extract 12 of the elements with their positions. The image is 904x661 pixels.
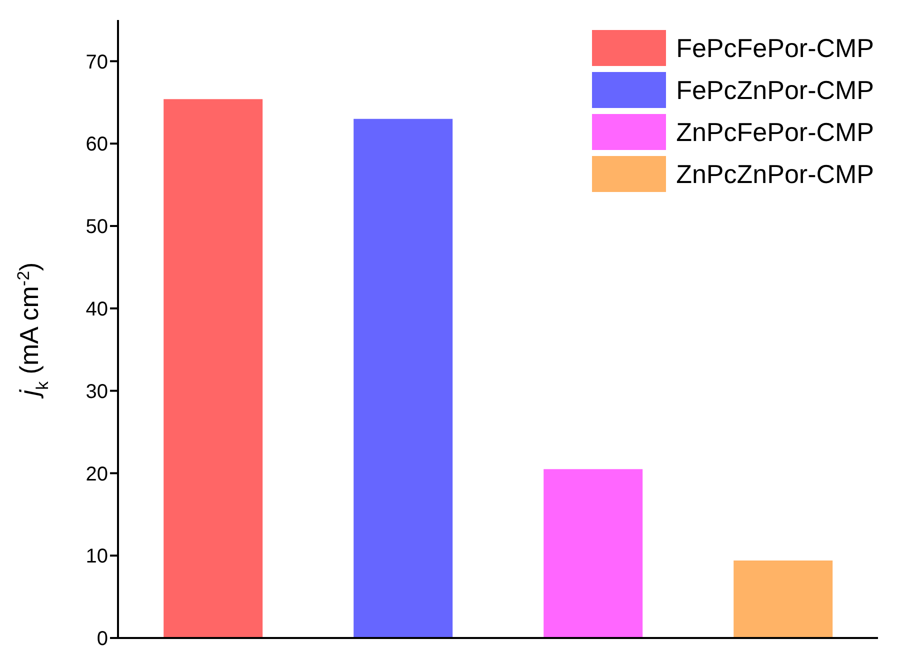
legend-label: FePcZnPor-CMP xyxy=(676,74,874,106)
y-tick-label: 10 xyxy=(86,546,108,568)
y-tick-label: 40 xyxy=(86,298,108,320)
y-tick-label: 30 xyxy=(86,380,108,403)
legend-label: ZnPcFePor-CMP xyxy=(676,116,874,148)
y-tick-label: 60 xyxy=(86,134,108,156)
legend-label: FePcFePor-CMP xyxy=(676,32,874,64)
y-tick-label: 50 xyxy=(86,216,108,238)
y-tick-label: 70 xyxy=(86,51,108,74)
y-tick-label: 20 xyxy=(86,463,108,486)
y-tick-label: 0 xyxy=(96,628,108,650)
legend-label: ZnPcZnPor-CMP xyxy=(676,158,874,190)
